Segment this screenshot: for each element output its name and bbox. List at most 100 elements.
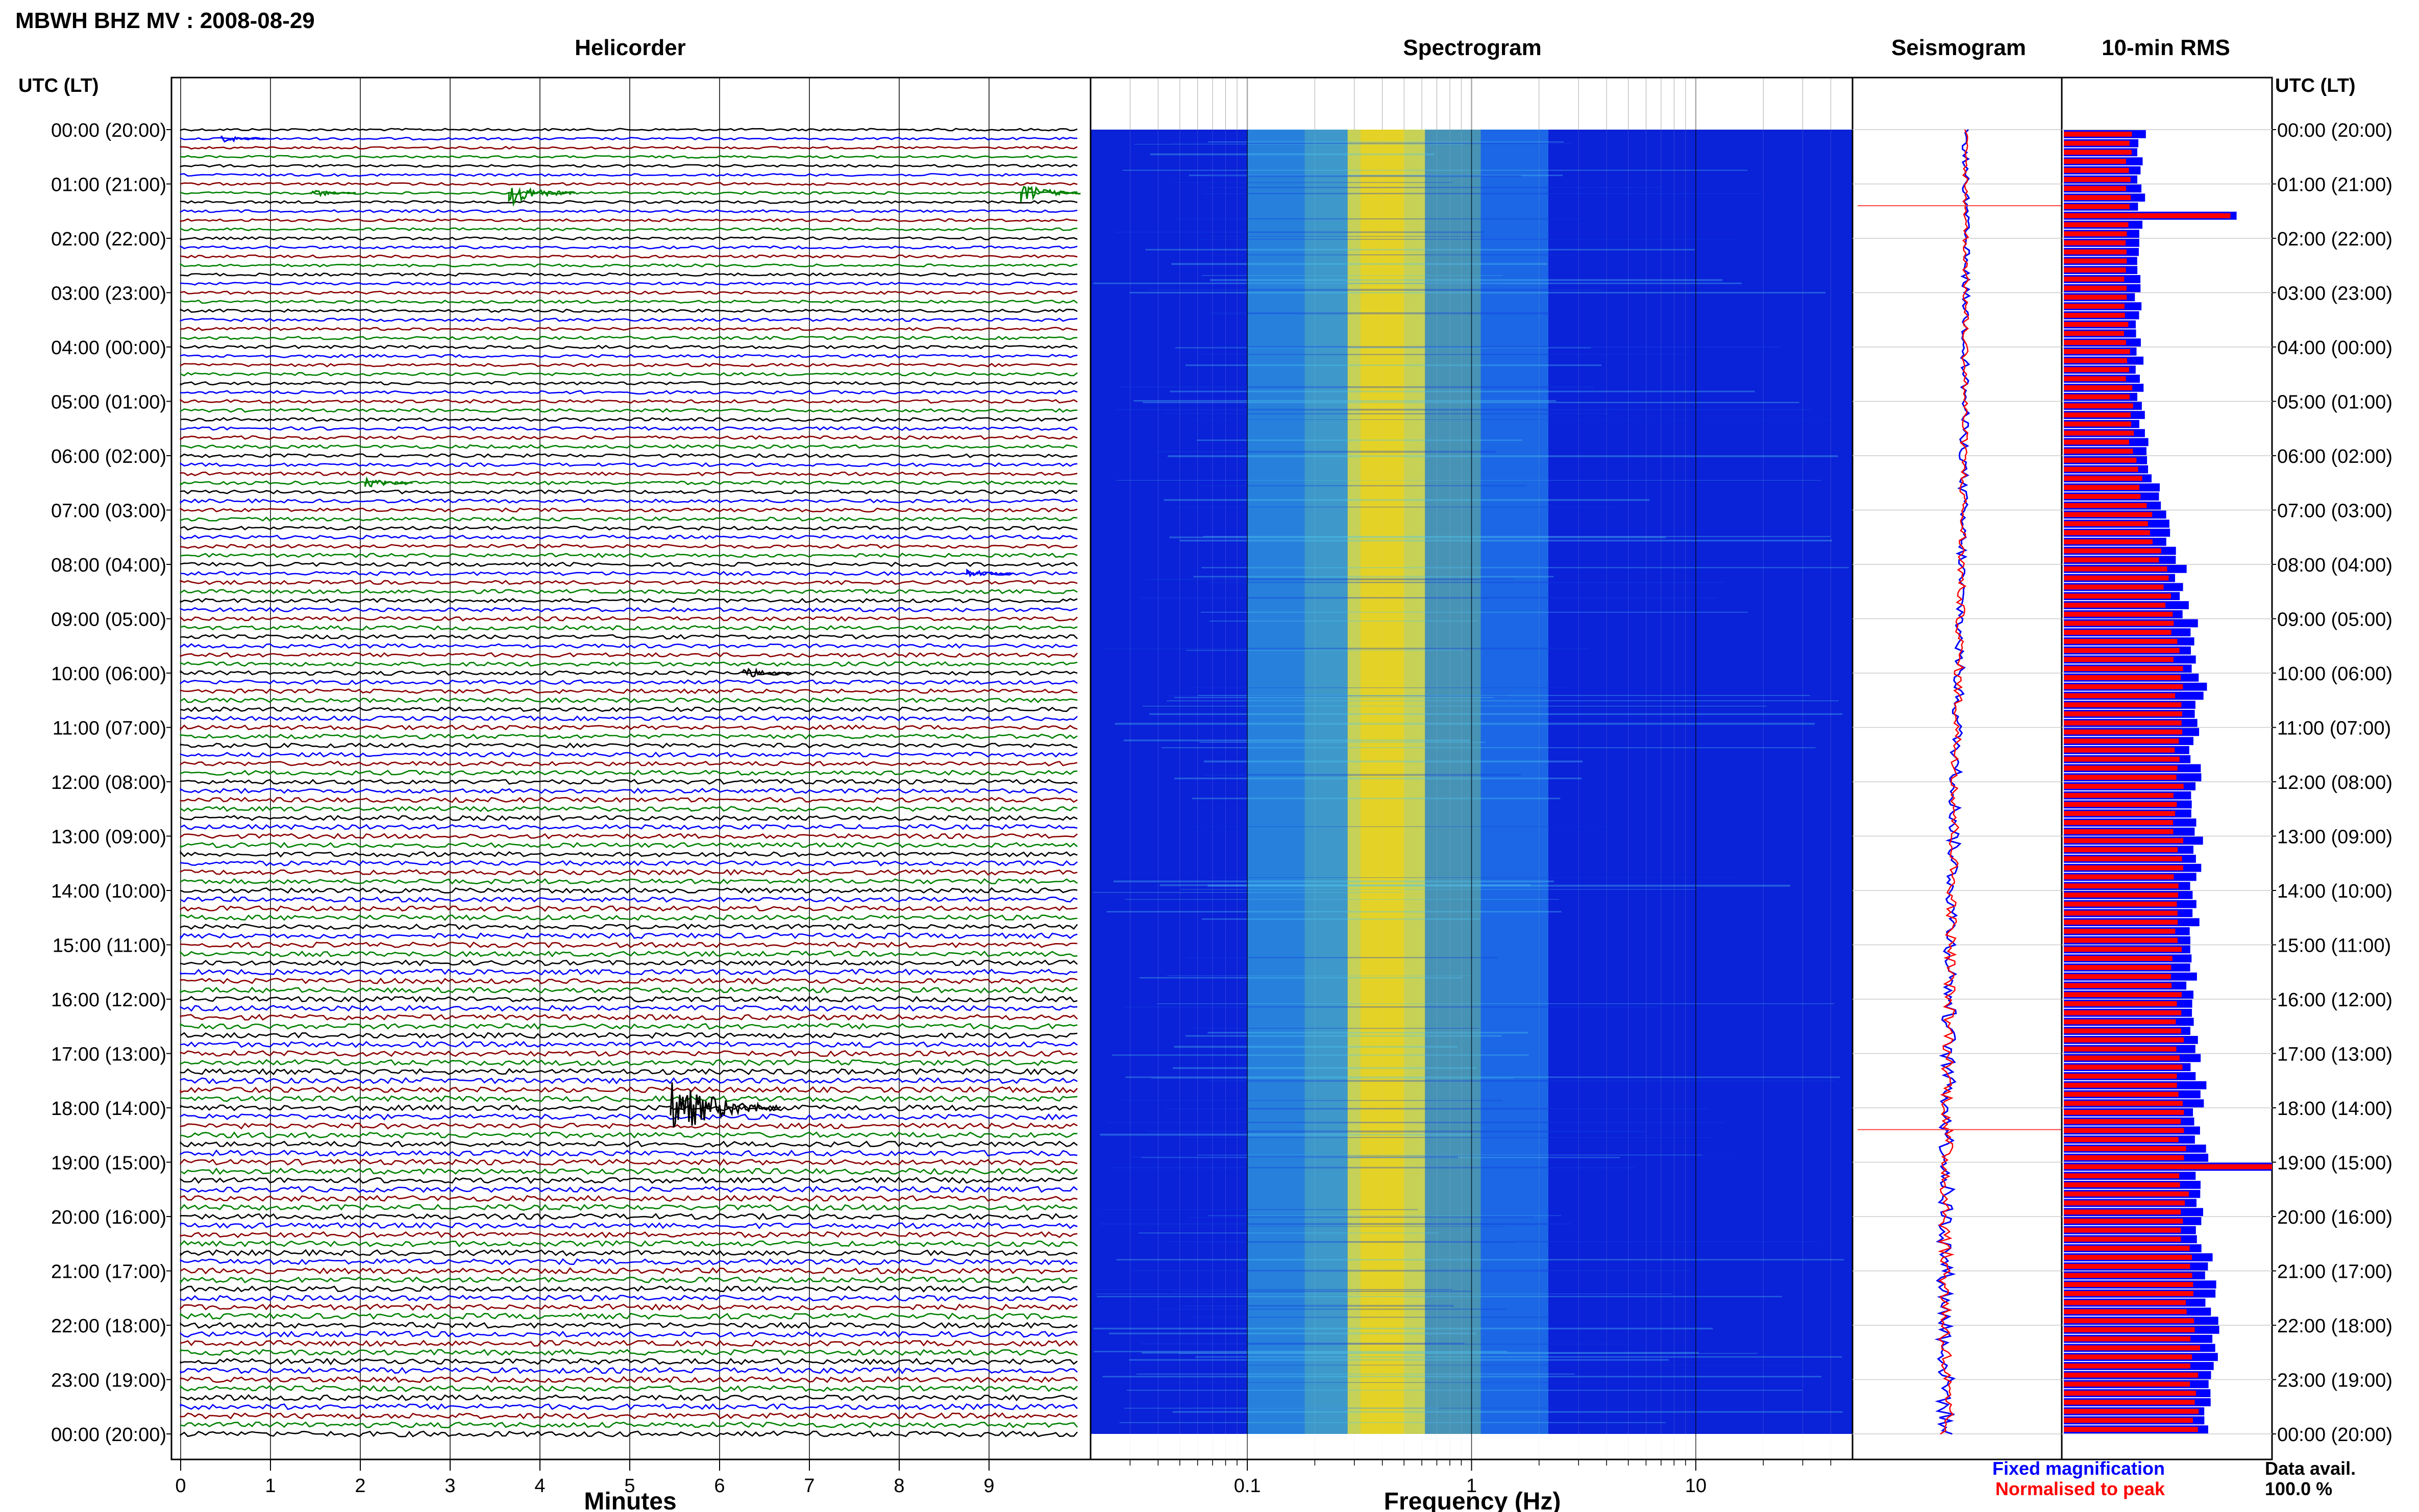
rms-bar-normalised: [2064, 648, 2180, 653]
helicorder-trace: [180, 1095, 1078, 1103]
helicorder-trace: [180, 1267, 1078, 1275]
helicorder-trace: [180, 914, 1078, 921]
spectrogram-stripe: [1173, 182, 1453, 183]
spectrogram-stripe: [1174, 1291, 1472, 1292]
helicorder-trace: [180, 986, 1078, 994]
spectrogram-stripe: [1175, 347, 1591, 349]
spectrogram-stripe: [1162, 747, 1816, 749]
spectrogram-stripe: [1115, 231, 1484, 233]
rms-bar-normalised: [2064, 593, 2171, 599]
helicorder-trace: [180, 941, 1078, 949]
helicorder-trace: [180, 254, 1078, 259]
rms-bar-normalised: [2064, 439, 2129, 445]
spectrogram-stripe: [1192, 798, 1561, 800]
helicorder-trace: [180, 787, 1078, 795]
hour-label: 04:00 (00:00): [2277, 337, 2392, 359]
rms-bar-normalised: [2064, 847, 2178, 853]
spectrogram-peak: [1361, 130, 1404, 1434]
spectrogram-stripe: [1166, 1108, 1709, 1110]
helicorder-trace: [180, 1149, 1078, 1157]
spectrogram-stripe: [1208, 582, 1726, 583]
helicorder-trace: [180, 607, 1078, 613]
hour-label: 21:00 (17:00): [51, 1261, 166, 1283]
rms-bar-normalised: [2064, 213, 2231, 218]
helicorder-trace: [180, 408, 1078, 413]
seismogram-frame: [1852, 77, 2063, 1460]
helicorder-trace: [180, 706, 1078, 712]
rms-bar-normalised: [2064, 910, 2178, 916]
spectrogram-stripe: [1094, 1289, 1452, 1291]
spectrogram-stripe: [1210, 877, 1740, 878]
helicorder-trace: [180, 128, 1078, 132]
rms-bar-normalised: [2064, 430, 2134, 436]
hour-label: 10:00 (06:00): [51, 663, 166, 685]
spectrogram-stripes: [1093, 141, 1849, 1423]
helicorder-trace: [180, 850, 1078, 858]
rms-bar-normalised: [2064, 1336, 2191, 1342]
spectrogram-stripe: [1179, 539, 1832, 542]
spectrogram-stripe: [1122, 169, 1748, 171]
spectrogram-stripe: [1108, 1332, 1477, 1334]
helicorder-trace: [180, 516, 1078, 522]
spectrogram-stripe: [1163, 1382, 1607, 1383]
rms-bar-normalised: [2064, 711, 2182, 716]
rms-bar-normalised: [2064, 449, 2133, 454]
hour-label: 14:00 (10:00): [2277, 881, 2392, 902]
hour-label: 21:00 (17:00): [2277, 1261, 2392, 1283]
rms-bar-normalised: [2064, 1263, 2190, 1269]
rms-bar-normalised: [2064, 1191, 2189, 1197]
spectrogram-stripe: [1188, 1216, 1534, 1218]
spectrogram-stripe: [1143, 402, 1799, 404]
rms-bar-normalised: [2064, 548, 2161, 554]
rms-bar-normalised: [2064, 1372, 2199, 1378]
helicorder-trace: [180, 453, 1078, 458]
hour-label: 00:00 (20:00): [51, 1424, 166, 1446]
spectrogram-title: Spectrogram: [1403, 35, 1541, 60]
spectrogram-stripe: [1148, 1130, 1647, 1133]
spectrogram-stripe: [1119, 386, 1594, 388]
hour-label: 10:00 (06:00): [2277, 663, 2392, 685]
minute-tick-label: 9: [983, 1475, 994, 1497]
helicorder-trace: [180, 1421, 1078, 1428]
helicorder-trace: [180, 145, 1078, 150]
helicorder-trace: [180, 860, 1078, 866]
spectrogram-stripe: [1188, 687, 1571, 688]
hour-label: 01:00 (21:00): [51, 175, 166, 196]
spectrogram-stripe: [1162, 1226, 1506, 1227]
helicorder-trace: [180, 1068, 1078, 1076]
utc-axis-label-right: UTC (LT): [2275, 75, 2356, 96]
spectrogram-stripe: [1199, 239, 1736, 240]
spectrogram-stripe: [1124, 1006, 1659, 1008]
helicorder-trace: [180, 751, 1078, 758]
helicorder-event: [220, 135, 266, 143]
data-avail-value: 100.0 %: [2265, 1478, 2332, 1499]
hour-label: 05:00 (01:00): [2277, 392, 2392, 413]
spectrogram-stripe: [1185, 364, 1601, 366]
rms-bar-normalised: [2064, 376, 2126, 382]
helicorder-trace: [180, 670, 1078, 676]
rms-bar-normalised: [2064, 883, 2179, 889]
spectrogram-stripe: [1093, 1327, 1713, 1330]
hour-label: 13:00 (09:00): [51, 827, 166, 848]
spectrogram-stripe: [1125, 1076, 1840, 1078]
helicorder-event: [670, 1082, 781, 1128]
helicorder-trace: [180, 1176, 1078, 1184]
spectrogram-stripe: [1101, 1209, 1418, 1210]
spectrogram-stripe: [1116, 1259, 1844, 1261]
spectrogram-stripe: [1171, 263, 1547, 265]
rms-bar-normalised: [2064, 566, 2167, 572]
helicorder-event: [364, 476, 413, 488]
rms-bar-normalised: [2064, 1291, 2193, 1296]
helicorder-trace: [180, 281, 1078, 286]
helicorder-trace: [180, 462, 1078, 467]
helicorder-trace: [180, 363, 1078, 367]
rms-bar-normalised: [2064, 738, 2179, 744]
hour-label: 17:00 (13:00): [51, 1044, 166, 1065]
rms-bar-normalised: [2064, 1119, 2181, 1124]
rms-bar-normalised: [2064, 231, 2127, 237]
spectrogram-stripe: [1132, 1156, 1458, 1158]
hour-label: 17:00 (13:00): [2277, 1044, 2392, 1065]
helicorder-trace: [180, 317, 1078, 323]
helicorder-trace: [180, 715, 1078, 722]
rms-bar-normalised: [2064, 1246, 2190, 1251]
